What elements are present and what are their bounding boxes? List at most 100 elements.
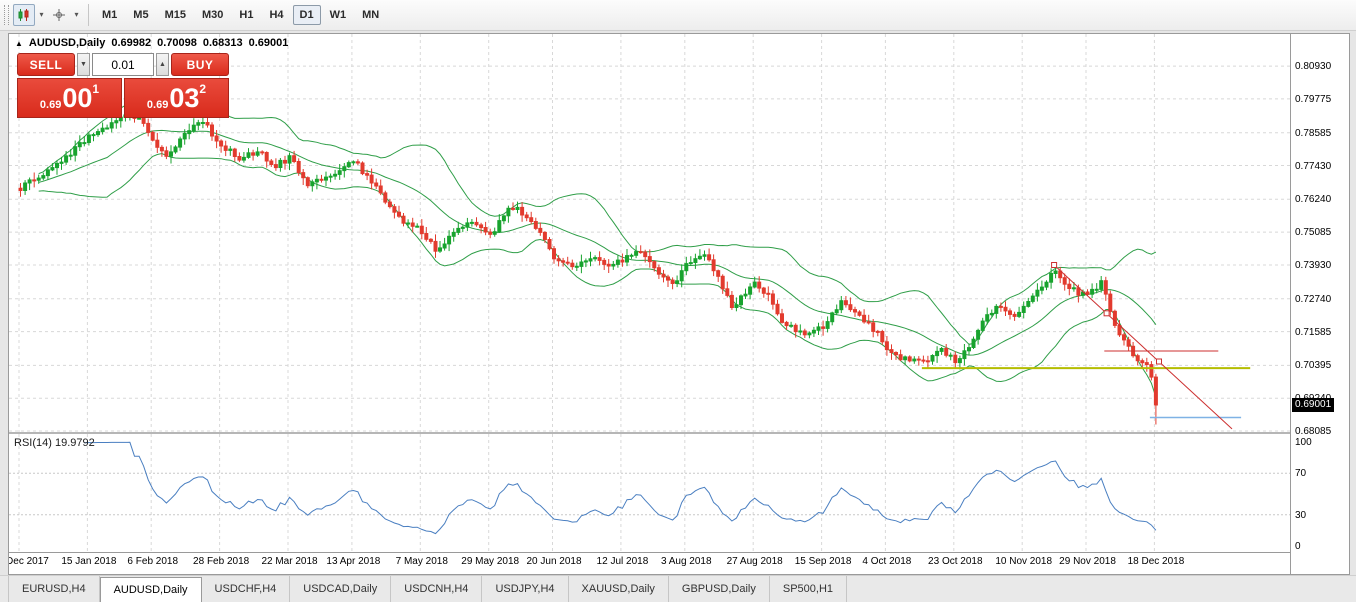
chart-tab-eurusd[interactable]: EURUSD,H4 (8, 576, 100, 602)
date-axis-label: 4 Oct 2018 (862, 556, 912, 567)
timeframe-button-h4[interactable]: H4 (262, 5, 290, 25)
timeframe-button-m30[interactable]: M30 (195, 5, 230, 25)
rsi-indicator-plot[interactable] (9, 434, 1290, 552)
lot-size-input[interactable] (92, 53, 154, 76)
chart-tab-sp500[interactable]: SP500,H1 (770, 576, 848, 602)
current-price-badge: 0.69001 (1292, 397, 1335, 412)
chart-type-dropdown-icon[interactable]: ▾ (35, 4, 48, 26)
timeframe-button-d1[interactable]: D1 (292, 5, 321, 25)
trendline-anchor-handle[interactable] (1156, 358, 1162, 365)
sell-button[interactable]: SELL (17, 53, 75, 76)
rsi-line (84, 441, 1157, 535)
chart-tab-audusd[interactable]: AUDUSD,Daily (99, 577, 202, 602)
ask-pipette-digit: 2 (199, 82, 207, 96)
trade-panel-collapse-icon[interactable]: ▲ (15, 38, 23, 48)
price-axis-label: 0.71585 (1295, 326, 1332, 338)
date-axis-label: 12 Jul 2018 (596, 556, 649, 567)
chart-tab-usdcad[interactable]: USDCAD,Daily (290, 576, 392, 602)
date-axis-label: 27 Aug 2018 (726, 556, 783, 567)
candlestick-glyph (18, 9, 29, 21)
candlestick-series (18, 109, 1158, 425)
date-axis-label: 13 Apr 2018 (326, 556, 381, 567)
timeframe-button-mn[interactable]: MN (355, 5, 386, 25)
one-click-trade-panel: SELL ▼ ▲ BUY 0.69 00 1 0.69 03 2 (17, 53, 229, 118)
lot-increase-button[interactable]: ▲ (156, 53, 169, 76)
date-axis-label: 10 Nov 2018 (995, 556, 1053, 567)
ask-prefix: 0.69 (146, 99, 169, 111)
trendline-anchor-handle[interactable] (1051, 262, 1058, 268)
bollinger-middle-band[interactable] (38, 129, 1157, 356)
bid-prefix: 0.69 (39, 99, 62, 111)
date-axis-label: 29 May 2018 (461, 556, 520, 567)
bid-pipette-digit: 1 (92, 82, 100, 96)
price-axis-label: 0.78585 (1295, 127, 1332, 139)
timeframe-button-w1[interactable]: W1 (323, 5, 354, 25)
price-axis[interactable]: 0.69001 0.80930 0.79775 0.78585 0.77430 0.76… (1291, 34, 1349, 574)
ask-price-tile[interactable]: 0.69 03 2 (124, 78, 229, 118)
drawing-objects[interactable] (921, 262, 1251, 430)
price-axis-label: 0.75085 (1295, 227, 1332, 239)
date-axis-label: 20 Jun 2018 (526, 556, 582, 567)
date-axis-label: 15 Jan 2018 (61, 556, 117, 567)
bid-price-tile[interactable]: 0.69 00 1 (17, 78, 122, 118)
date-axis-label: 15 Sep 2018 (794, 556, 852, 567)
price-chart-plot[interactable] (9, 34, 1290, 432)
lot-decrease-button[interactable]: ▼ (77, 53, 90, 76)
price-axis-label: 0.77430 (1295, 160, 1332, 172)
price-axis-label: 0.80930 (1295, 61, 1332, 73)
chart-tab-gbpusd[interactable]: GBPUSD,Daily (669, 576, 770, 602)
chart-tab-usdcnh[interactable]: USDCNH,H4 (391, 576, 483, 602)
price-axis-label: 0.72740 (1295, 293, 1332, 305)
crosshair-icon[interactable] (48, 4, 70, 26)
date-axis-label: 28 Feb 2018 (193, 556, 250, 567)
rsi-indicator-label: RSI(14) 19.9792 (14, 437, 95, 449)
chart-symbol-period: AUDUSD,Daily (28, 37, 106, 49)
bollinger-bands[interactable] (38, 100, 1157, 398)
buy-button[interactable]: BUY (171, 53, 229, 76)
chart-tab-bar: EURUSD,H4 AUDUSD,Daily USDCHF,H4 USDCAD,Dai… (0, 575, 1356, 602)
price-axis-label: 0.68085 (1295, 426, 1332, 437)
price-axis-label: 0.70395 (1295, 360, 1332, 372)
time-axis-divider (9, 552, 1349, 553)
price-axis-label: 0.73930 (1295, 259, 1332, 271)
top-toolbar: ▾ ▾ M1 M5 M15 M30 H1 H4 D1 W1 MN (0, 0, 1356, 31)
rsi-axis-label: 0 (1295, 541, 1301, 552)
chart-tab-xauusd[interactable]: XAUUSD,Daily (569, 576, 669, 602)
timeframe-button-m15[interactable]: M15 (158, 5, 193, 25)
chart-ohlc-header: ▲ AUDUSD,Daily 0.69982 0.70098 0.68313 0… (15, 37, 288, 49)
rsi-axis-label: 70 (1295, 468, 1307, 480)
toolbar-drag-handle[interactable] (4, 5, 9, 25)
date-axis-label: 6 Feb 2018 (127, 556, 179, 567)
bollinger-lower-band[interactable] (38, 152, 1157, 398)
chart-tab-usdchf[interactable]: USDCHF,H4 (202, 576, 291, 602)
timeframe-toolbar: M1 M5 M15 M30 H1 H4 D1 W1 MN (94, 5, 387, 25)
chart-tab-usdjpy[interactable]: USDJPY,H4 (482, 576, 569, 602)
downtrend-trendline[interactable] (1053, 264, 1233, 430)
date-axis-label: 23 Oct 2018 (928, 556, 983, 567)
crosshair-dropdown-icon[interactable]: ▾ (70, 4, 83, 26)
ohlc-close: 0.69001 (248, 37, 289, 49)
trendline-anchor-handle[interactable] (1103, 310, 1110, 317)
chart-type-icon[interactable] (13, 4, 35, 26)
bid-big-digits: 00 (62, 83, 93, 113)
price-axis-label: 0.79775 (1295, 93, 1332, 105)
rsi-grid (9, 434, 1290, 552)
crosshair-glyph (53, 9, 65, 21)
timeframe-button-m1[interactable]: M1 (95, 5, 124, 25)
date-axis-label: 3 Aug 2018 (660, 556, 712, 567)
date-axis-label: 7 May 2018 (395, 556, 448, 567)
indicator-window-divider[interactable] (9, 432, 1349, 434)
bollinger-upper-band[interactable] (38, 100, 1157, 345)
timeframe-button-m5[interactable]: M5 (126, 5, 155, 25)
price-axis-label: 0.76240 (1295, 194, 1332, 206)
chart-window[interactable]: ▲ AUDUSD,Daily 0.69982 0.70098 0.68313 0… (8, 33, 1350, 575)
ask-big-digits: 03 (169, 83, 200, 113)
time-axis[interactable]: 21 Dec 2017 15 Jan 2018 6 Feb 2018 28 Feb 2… (9, 553, 1290, 574)
price-axis-divider (1290, 34, 1291, 574)
rsi-axis-label: 30 (1295, 509, 1307, 521)
toolbar-separator (88, 4, 89, 26)
rsi-axis-label: 100 (1295, 437, 1312, 448)
date-axis-label: 22 Mar 2018 (261, 556, 318, 567)
timeframe-button-h1[interactable]: H1 (232, 5, 260, 25)
